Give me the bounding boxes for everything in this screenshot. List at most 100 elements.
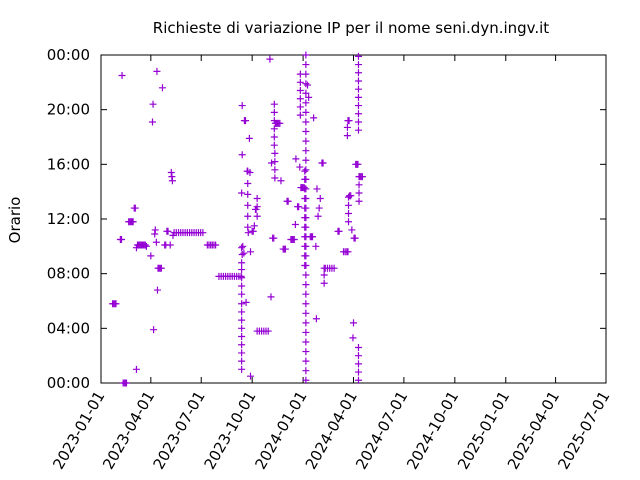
data-point bbox=[132, 365, 140, 373]
data-point bbox=[354, 360, 362, 368]
data-point bbox=[302, 51, 310, 59]
data-point bbox=[302, 185, 310, 193]
data-point bbox=[302, 281, 310, 289]
data-point bbox=[244, 229, 252, 237]
data-point bbox=[355, 197, 363, 205]
data-point bbox=[291, 220, 299, 228]
data-point bbox=[152, 238, 160, 246]
data-point bbox=[253, 203, 261, 211]
data-point bbox=[302, 195, 310, 202]
data-point bbox=[350, 319, 357, 327]
data-point bbox=[354, 102, 362, 110]
x-tick-label: 2024-04-01 bbox=[302, 388, 361, 473]
data-point bbox=[314, 212, 322, 220]
x-tick-label: 2024-10-01 bbox=[403, 388, 462, 473]
data-point bbox=[302, 128, 310, 136]
data-point bbox=[129, 218, 137, 226]
data-point bbox=[302, 89, 310, 97]
data-point bbox=[302, 242, 310, 250]
data-point bbox=[270, 141, 278, 149]
data-point bbox=[242, 117, 250, 125]
data-point bbox=[302, 223, 310, 231]
data-point bbox=[312, 242, 320, 250]
data-point bbox=[153, 286, 161, 294]
data-point bbox=[240, 249, 248, 257]
data-point bbox=[242, 298, 250, 306]
data-point bbox=[238, 333, 246, 341]
data-point bbox=[250, 222, 258, 230]
data-point bbox=[302, 80, 310, 88]
x-axis: 2023-01-012023-04-012023-07-012023-10-01… bbox=[49, 55, 613, 473]
data-point bbox=[238, 189, 246, 197]
data-point bbox=[249, 227, 257, 235]
data-points bbox=[109, 51, 366, 387]
data-point bbox=[276, 119, 284, 127]
data-point bbox=[302, 175, 310, 183]
data-point bbox=[358, 173, 366, 181]
data-point bbox=[296, 87, 304, 95]
data-point bbox=[319, 159, 327, 167]
x-tick-label: 2025-01-01 bbox=[454, 388, 513, 473]
data-point bbox=[268, 159, 276, 167]
data-point bbox=[302, 319, 310, 327]
data-point bbox=[335, 227, 343, 235]
data-point bbox=[266, 55, 274, 63]
data-point bbox=[302, 367, 310, 375]
data-point bbox=[320, 279, 328, 287]
data-point bbox=[348, 226, 356, 234]
data-point bbox=[296, 111, 304, 119]
y-tick-label: 16:00 bbox=[47, 155, 90, 173]
data-point bbox=[302, 156, 310, 164]
data-point bbox=[281, 245, 289, 253]
data-point bbox=[238, 316, 246, 324]
data-point bbox=[245, 134, 253, 142]
data-point bbox=[150, 326, 158, 334]
y-tick-label: 08:00 bbox=[47, 265, 90, 283]
y-tick-label: 00:00 bbox=[47, 374, 90, 392]
data-point bbox=[301, 167, 309, 175]
data-point bbox=[244, 179, 252, 187]
data-point bbox=[354, 118, 362, 126]
data-point bbox=[296, 163, 304, 171]
data-point bbox=[320, 271, 328, 279]
data-point bbox=[153, 67, 161, 75]
data-point bbox=[277, 177, 285, 185]
data-point bbox=[302, 108, 310, 116]
y-tick-label: 12:00 bbox=[47, 210, 90, 228]
data-point bbox=[112, 300, 120, 308]
data-point bbox=[302, 118, 310, 126]
data-point bbox=[296, 95, 304, 103]
data-point bbox=[302, 348, 310, 356]
data-point bbox=[253, 212, 261, 220]
data-point bbox=[302, 261, 310, 269]
data-point bbox=[302, 357, 310, 365]
data-point bbox=[247, 248, 255, 256]
data-point bbox=[131, 204, 139, 212]
data-point bbox=[302, 252, 310, 260]
data-point bbox=[354, 368, 362, 376]
data-point bbox=[270, 133, 278, 141]
data-point bbox=[354, 52, 362, 60]
data-point bbox=[351, 234, 359, 242]
data-point bbox=[238, 349, 246, 357]
x-tick-label: 2023-10-01 bbox=[200, 388, 259, 473]
data-point bbox=[347, 192, 355, 200]
data-point bbox=[271, 158, 279, 166]
data-point bbox=[158, 84, 166, 92]
data-point bbox=[149, 100, 157, 108]
data-point bbox=[354, 376, 362, 384]
x-tick-label: 2023-04-01 bbox=[99, 388, 158, 473]
data-point bbox=[271, 166, 279, 174]
data-point bbox=[345, 117, 353, 125]
data-point bbox=[292, 155, 300, 163]
data-point bbox=[295, 203, 303, 211]
data-point bbox=[312, 315, 320, 323]
x-tick-label: 2023-01-01 bbox=[49, 388, 108, 473]
y-axis-label: Orario bbox=[6, 197, 24, 244]
data-point bbox=[247, 372, 255, 380]
data-point bbox=[238, 290, 246, 298]
data-point bbox=[267, 293, 275, 301]
data-point bbox=[148, 118, 156, 126]
data-point bbox=[344, 248, 352, 256]
